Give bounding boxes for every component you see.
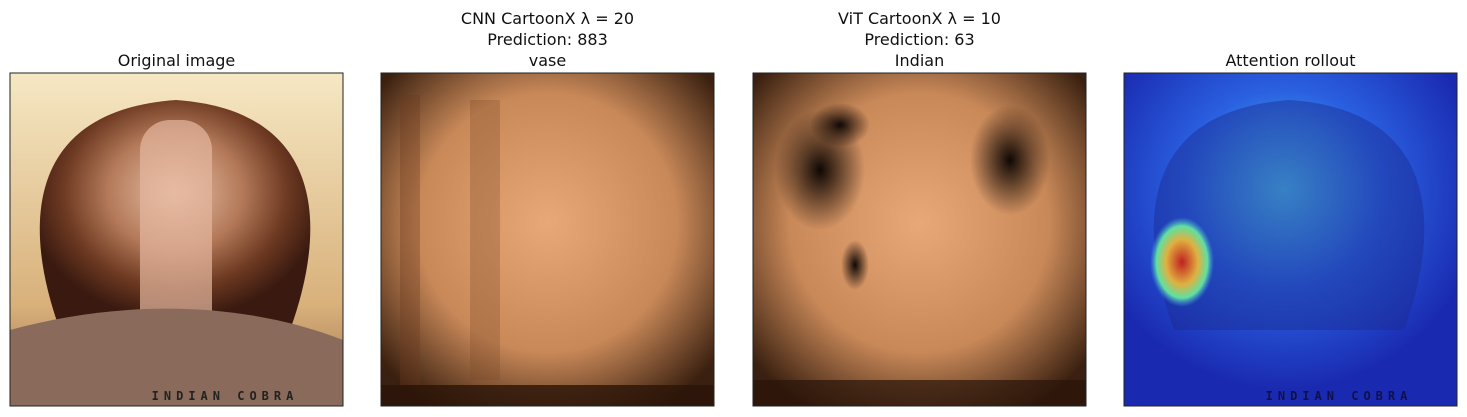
image-text: INDIAN COBRA xyxy=(1266,389,1413,403)
panel-title: Original image xyxy=(118,51,236,70)
artifact xyxy=(400,95,420,385)
ground xyxy=(10,308,343,406)
artifact xyxy=(841,240,869,290)
frames xyxy=(9,72,1458,407)
panel-title: ViT CartoonX λ = 10 xyxy=(838,9,1001,28)
panel-rollout: INDIAN COBRA xyxy=(1124,73,1457,406)
panel-cnn xyxy=(381,73,714,406)
panel-vit xyxy=(753,73,1086,406)
panel-title: vase xyxy=(529,51,566,70)
panel-title: Indian xyxy=(895,51,944,70)
image xyxy=(381,73,714,406)
cobra-body xyxy=(140,120,212,350)
artifact xyxy=(381,385,714,406)
image-text: INDIAN COBRA xyxy=(152,389,299,403)
artifact xyxy=(970,105,1050,215)
panel-original: INDIAN COBRA xyxy=(10,73,343,406)
cobra xyxy=(1153,100,1425,330)
panel-title: Prediction: 63 xyxy=(864,30,974,49)
titles: Original image CNN CartoonX λ = 20 Predict… xyxy=(118,9,1356,70)
artifact xyxy=(810,103,870,147)
artifact xyxy=(470,100,500,380)
panel-title: Attention rollout xyxy=(1225,51,1355,70)
panel-title: Prediction: 883 xyxy=(487,30,608,49)
artifact xyxy=(753,380,1086,406)
hotspot xyxy=(1150,217,1214,307)
panel-title: CNN CartoonX λ = 20 xyxy=(461,9,634,28)
